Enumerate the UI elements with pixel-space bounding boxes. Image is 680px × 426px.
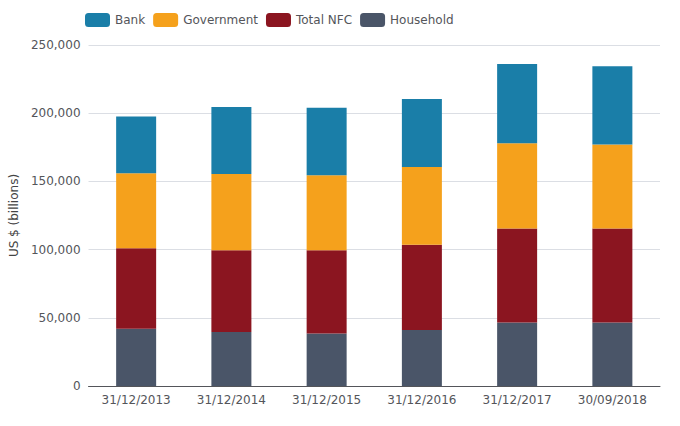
svg-text:31/12/2016: 31/12/2016 — [387, 393, 456, 407]
svg-text:30/09/2018: 30/09/2018 — [578, 393, 647, 407]
svg-text:US $ (billions): US $ (billions) — [7, 174, 21, 257]
svg-text:200,000: 200,000 — [31, 106, 81, 120]
svg-text:31/12/2014: 31/12/2014 — [197, 393, 266, 407]
svg-text:100,000: 100,000 — [31, 243, 81, 257]
svg-text:31/12/2013: 31/12/2013 — [102, 393, 171, 407]
svg-text:250,000: 250,000 — [31, 38, 81, 52]
svg-text:50,000: 50,000 — [39, 311, 81, 325]
svg-text:Government: Government — [183, 13, 258, 27]
svg-text:Household: Household — [390, 13, 454, 27]
svg-text:0: 0 — [73, 379, 81, 393]
svg-text:Total NFC: Total NFC — [295, 13, 352, 27]
svg-text:31/12/2017: 31/12/2017 — [483, 393, 552, 407]
svg-text:Bank: Bank — [115, 13, 145, 27]
svg-text:150,000: 150,000 — [31, 174, 81, 188]
svg-text:31/12/2015: 31/12/2015 — [292, 393, 361, 407]
